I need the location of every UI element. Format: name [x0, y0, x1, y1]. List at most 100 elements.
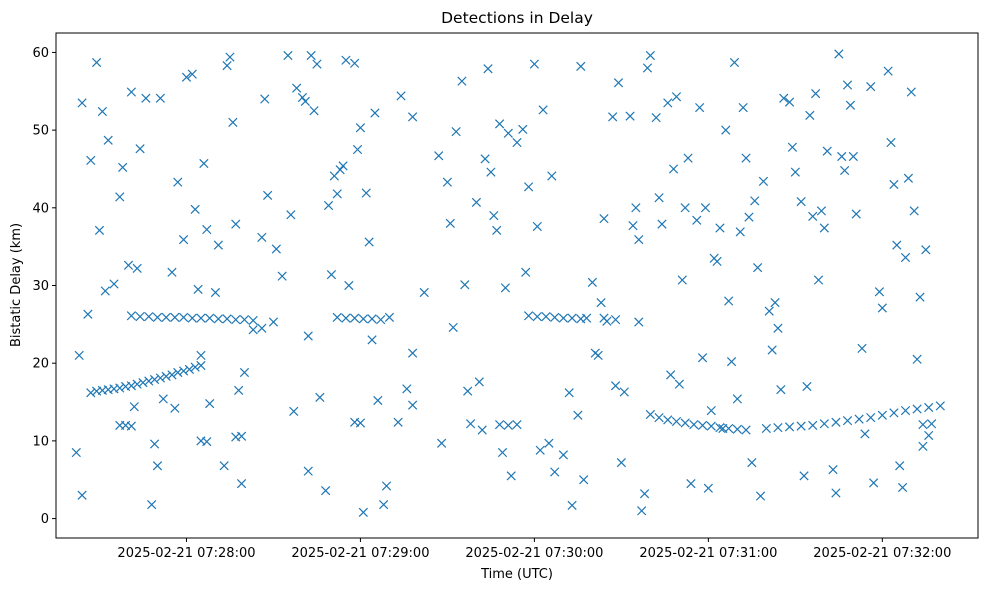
data-point-x-marker	[799, 471, 809, 481]
data-point-x-marker	[915, 292, 925, 302]
data-point-x-marker	[239, 367, 250, 378]
data-point-x-marker	[892, 240, 902, 250]
data-point-x-marker	[738, 102, 748, 113]
x-axis-label: Time (UTC)	[480, 567, 553, 582]
data-point-x-marker	[178, 312, 189, 322]
data-point-x-marker	[697, 353, 708, 363]
data-point-x-marker	[341, 313, 351, 323]
data-point-x-marker	[149, 439, 160, 449]
y-tick-label: 0	[41, 512, 49, 527]
data-point-x-marker	[581, 313, 592, 323]
data-point-x-marker	[315, 392, 325, 403]
data-point-x-marker	[567, 500, 577, 510]
data-point-x-marker	[596, 297, 606, 308]
data-point-x-marker	[732, 394, 742, 404]
data-point-x-marker	[474, 377, 484, 387]
data-point-x-marker	[222, 61, 232, 71]
data-point-x-marker	[225, 52, 235, 62]
data-point-x-marker	[190, 362, 200, 372]
data-point-x-marker	[935, 401, 945, 411]
x-tick-label: 2025-02-21 07:30:00	[465, 546, 603, 561]
data-point-x-marker	[407, 400, 418, 410]
data-point-x-marker	[857, 343, 867, 354]
data-point-x-marker	[213, 314, 223, 324]
data-point-x-marker	[889, 179, 899, 190]
data-point-x-marker	[126, 381, 137, 391]
data-point-x-marker	[358, 314, 368, 324]
data-point-x-marker	[805, 110, 815, 120]
data-point-x-marker	[886, 137, 896, 148]
data-point-x-marker	[126, 87, 137, 97]
data-point-x-marker	[118, 162, 128, 173]
data-point-x-marker	[671, 92, 682, 102]
data-point-x-marker	[639, 489, 650, 499]
data-point-x-marker	[816, 206, 827, 216]
data-point-x-marker	[497, 447, 508, 458]
data-point-x-marker	[918, 441, 928, 451]
data-point-x-marker	[819, 419, 829, 429]
data-point-x-marker	[187, 313, 197, 323]
data-point-x-marker	[132, 263, 142, 274]
data-point-x-marker	[367, 314, 377, 324]
data-point-x-marker	[840, 165, 850, 176]
data-point-x-marker	[642, 63, 653, 73]
data-point-x-marker	[248, 325, 258, 335]
data-point-x-marker	[303, 466, 313, 476]
data-point-x-marker	[906, 87, 916, 97]
data-point-x-marker	[721, 125, 731, 135]
data-point-x-marker	[434, 151, 444, 161]
data-point-x-marker	[532, 311, 542, 322]
data-point-x-marker	[486, 167, 496, 177]
data-point-x-marker	[706, 405, 716, 416]
data-point-x-marker	[831, 488, 841, 498]
data-point-x-marker	[631, 203, 641, 213]
y-tick-label: 50	[32, 124, 49, 139]
data-point-x-marker	[170, 312, 180, 322]
data-point-x-marker	[358, 507, 368, 517]
data-point-x-marker	[144, 376, 154, 386]
data-point-x-marker	[202, 437, 212, 447]
data-point-x-marker	[129, 402, 139, 412]
data-point-x-marker	[86, 155, 96, 166]
data-point-x-marker	[135, 311, 145, 322]
data-point-x-marker	[753, 263, 763, 273]
data-point-x-marker	[610, 315, 621, 325]
data-point-x-marker	[448, 322, 458, 333]
data-point-x-marker	[292, 83, 302, 93]
data-point-x-marker	[773, 423, 783, 433]
data-point-x-marker	[77, 98, 87, 108]
data-point-x-marker	[741, 153, 751, 163]
data-point-x-marker	[831, 417, 841, 427]
data-point-x-marker	[503, 420, 513, 430]
data-point-x-marker	[535, 445, 545, 455]
data-point-x-marker	[651, 113, 661, 123]
data-point-x-marker	[248, 315, 258, 326]
y-tick-label: 30	[32, 279, 49, 294]
data-point-x-marker	[109, 279, 119, 289]
data-point-x-marker	[828, 465, 838, 475]
data-point-x-marker	[796, 421, 806, 431]
data-point-x-marker	[564, 388, 574, 398]
data-point-x-marker	[735, 227, 745, 237]
data-point-x-marker	[210, 287, 221, 298]
data-point-x-marker	[689, 419, 699, 430]
data-point-x-marker	[529, 59, 540, 69]
data-point-x-marker	[921, 245, 931, 255]
data-point-x-marker	[303, 331, 313, 341]
data-point-x-marker	[889, 408, 899, 418]
data-point-x-marker	[834, 49, 844, 59]
data-point-x-marker	[236, 478, 247, 489]
data-point-x-marker	[593, 350, 603, 361]
data-point-x-marker	[811, 88, 821, 99]
data-point-x-marker	[500, 283, 511, 293]
data-point-x-marker	[813, 275, 824, 285]
data-point-x-marker	[677, 275, 687, 285]
chart-title: Detections in Delay	[441, 9, 593, 27]
data-point-x-marker	[492, 225, 502, 235]
data-point-x-marker	[141, 93, 151, 103]
data-point-x-marker	[747, 458, 757, 468]
data-point-x-marker	[715, 223, 725, 233]
data-point-x-marker	[373, 395, 383, 406]
data-point-x-marker	[732, 424, 742, 434]
data-point-x-marker	[776, 384, 786, 395]
